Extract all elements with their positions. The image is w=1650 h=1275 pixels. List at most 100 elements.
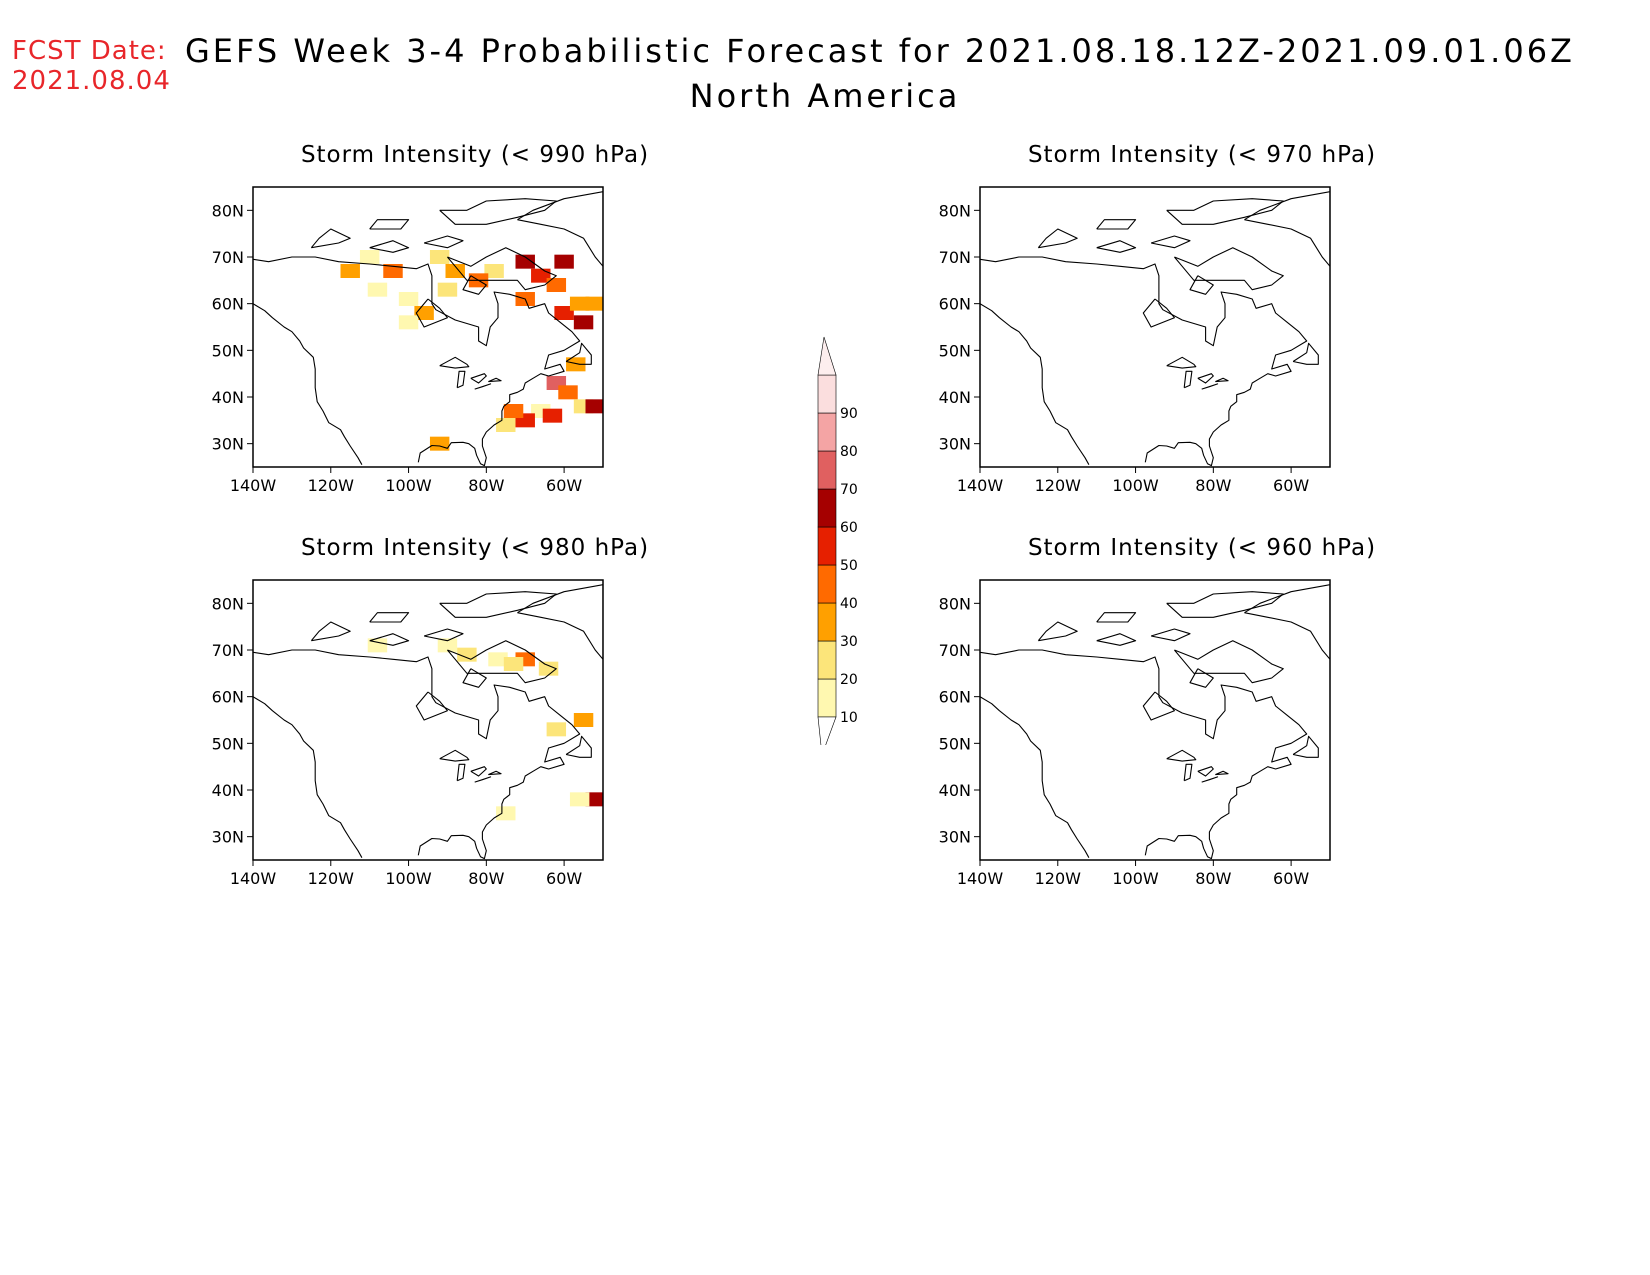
lon-tick-label: 120W [1035, 476, 1082, 495]
lat-tick-label: 40N [939, 388, 971, 407]
coastline [253, 256, 581, 467]
lat-tick-label: 50N [212, 341, 244, 360]
lat-tick-label: 70N [212, 641, 244, 660]
coastline [1189, 668, 1214, 688]
probability-cell [531, 268, 551, 283]
coastline [1166, 591, 1284, 618]
colorbar-bottom-arrow [817, 716, 837, 745]
probability-cell [573, 713, 594, 727]
probability-cell [538, 661, 559, 676]
lat-tick-label: 40N [212, 388, 244, 407]
probability-cell [445, 264, 465, 278]
coastline [1201, 383, 1219, 390]
lon-tick-label: 140W [230, 476, 277, 495]
map-frame [979, 186, 1331, 468]
coastline [1150, 628, 1191, 642]
colorbar-top-arrow [817, 336, 837, 376]
lon-tick-label: 60W [1273, 869, 1309, 888]
lon-tick-label: 140W [957, 476, 1004, 495]
probability-cell [429, 250, 450, 264]
coastline [439, 198, 557, 225]
probability-cell [573, 315, 594, 330]
coastline [369, 219, 410, 230]
probability-cell [383, 264, 403, 278]
coastline [456, 370, 466, 389]
lon-tick-label: 80W [468, 476, 504, 495]
colorbar-label: 60 [840, 520, 858, 536]
coastline [488, 377, 502, 383]
coastline [1166, 356, 1197, 369]
coastline [253, 696, 363, 858]
lat-tick-label: 80N [939, 201, 971, 220]
coastline [1183, 370, 1193, 389]
probability-cell [367, 638, 388, 653]
coastline [310, 621, 351, 642]
panel-title: Storm Intensity (< 990 hPa) [300, 142, 650, 168]
map-plot: 80N 70N 60N 50N 40N 30N 140W 120W 100W 80W 60W [212, 186, 604, 495]
coastline [565, 735, 592, 758]
lon-tick-label: 80W [1195, 869, 1231, 888]
map-panel-970: Storm Intensity (< 970 hPa) 80N 70N 60N 50N… [939, 142, 1462, 562]
map-panel-980: Storm Intensity (< 980 hPa) 80N 70N 60N 50N… [212, 535, 735, 955]
coastline [1173, 640, 1284, 684]
colorbar-segment [817, 564, 837, 604]
colorbar-label: 90 [840, 406, 858, 422]
coastline [1197, 373, 1214, 384]
lat-tick-label: 30N [212, 435, 244, 454]
lon-tick-label: 100W [385, 476, 432, 495]
map-frame [252, 186, 604, 468]
colorbar-segment [817, 412, 837, 452]
colorbar-label: 80 [840, 444, 858, 460]
probability-cell [585, 792, 603, 807]
coastline [1142, 691, 1175, 721]
probability-cell [546, 722, 567, 737]
lon-tick-label: 60W [546, 476, 582, 495]
coastline [1166, 749, 1197, 762]
lon-tick-label: 140W [957, 869, 1004, 888]
lat-tick-label: 50N [939, 341, 971, 360]
coastline [1244, 584, 1330, 660]
probability-cell [437, 638, 458, 653]
colorbar-segment [817, 678, 837, 718]
coastline [1183, 763, 1193, 782]
map-frame [252, 579, 604, 861]
probability-cell [515, 254, 535, 269]
lon-tick-label: 120W [1035, 869, 1082, 888]
coastline [369, 633, 410, 646]
colorbar-segment [817, 602, 837, 642]
coastline [1166, 198, 1284, 225]
lat-tick-label: 60N [939, 688, 971, 707]
coastline [474, 383, 492, 390]
coastline [1292, 735, 1319, 758]
colorbar-segment [817, 488, 837, 528]
coastline [1189, 275, 1214, 295]
map-panel-990: Storm Intensity (< 990 hPa) 80N 70N 60N 50N… [212, 142, 735, 562]
colorbar-label: 30 [840, 634, 858, 650]
coastline [253, 649, 581, 860]
probability-cell [488, 652, 508, 667]
coastline [517, 191, 603, 267]
lat-tick-label: 70N [939, 248, 971, 267]
probability-cell [359, 250, 380, 264]
coastline [488, 770, 502, 776]
colorbar-segment [817, 374, 837, 414]
lat-tick-label: 70N [939, 641, 971, 660]
lat-tick-label: 80N [212, 201, 244, 220]
colorbar-label: 20 [840, 672, 858, 688]
map-plot: 80N 70N 60N 50N 40N 30N 140W 120W 100W 80W 60W [939, 186, 1331, 495]
probability-cell [484, 264, 504, 278]
lon-tick-label: 60W [546, 869, 582, 888]
probability-cell [585, 399, 603, 414]
coastline [1096, 612, 1137, 623]
probability-cell [569, 296, 590, 311]
coastline [439, 591, 557, 618]
lon-tick-label: 100W [385, 869, 432, 888]
panel-title: Storm Intensity (< 980 hPa) [300, 535, 650, 561]
fcst-label: FCST Date: [12, 36, 167, 66]
panel-title: Storm Intensity (< 960 hPa) [1027, 535, 1377, 561]
coastline [310, 228, 351, 249]
coastline [1096, 240, 1137, 253]
coastline [462, 275, 487, 295]
coastline [369, 612, 410, 623]
coastline [1292, 342, 1319, 365]
